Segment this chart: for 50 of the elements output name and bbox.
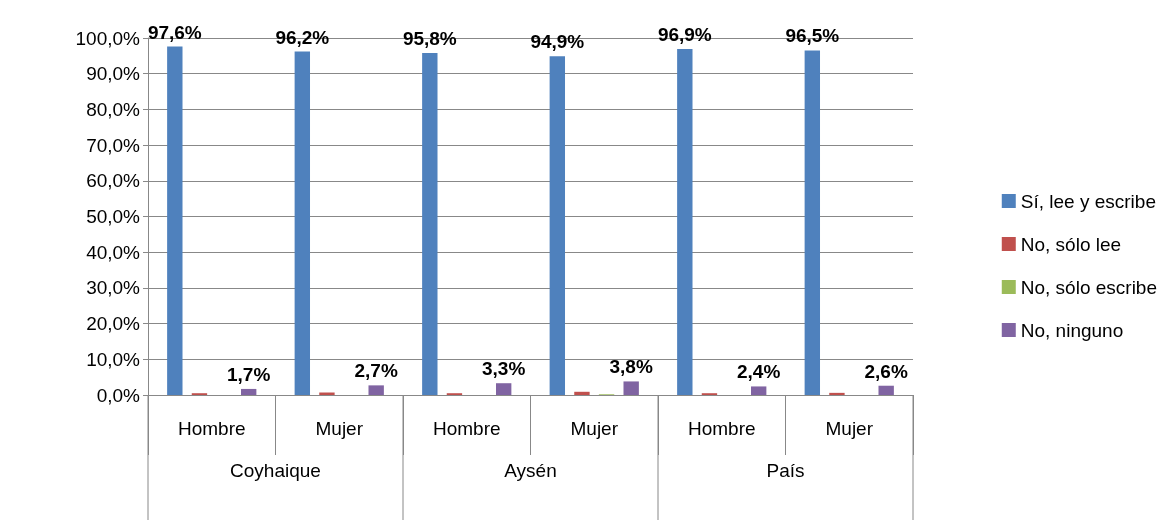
data-label: 1,7% [227,363,271,385]
data-label: 96,9% [657,24,712,46]
legend-label: No, sólo escribe [1020,276,1158,298]
bar [574,391,590,395]
y-tick-label: 60,0% [86,170,141,192]
data-label: 2,4% [737,361,781,383]
text: Aysén [504,459,557,481]
data-label: 3,3% [482,358,526,380]
x-tick-label: Hombre [687,418,756,439]
x-tick-label: Mujer [570,418,619,439]
bar [750,386,767,395]
bar [804,50,821,395]
x-tick-label: Mujer [825,418,874,439]
y-tick-label: 0,0% [96,384,141,406]
data-label: 94,9% [530,31,585,53]
data-label: 96,5% [785,25,840,47]
bar [878,385,894,395]
bar [240,388,257,395]
y-tick-label: 20,0% [86,313,141,335]
data-label: 3,8% [609,356,653,378]
x-tick-label: Hombre [177,418,246,439]
text: Coyhaique [230,459,321,481]
legend-label: No, sólo lee [1020,233,1122,255]
bar [549,56,566,395]
y-tick-label: 10,0% [86,348,141,370]
data-label: 96,2% [275,26,330,48]
bar [368,385,384,395]
data-label: 2,7% [354,360,398,382]
data-label: 2,6% [864,360,908,382]
bar [422,52,438,395]
legend-label: Sí, lee y escribe [1020,190,1156,212]
bar [677,49,693,395]
x-tick-label: Hombre [432,418,501,439]
bar [623,381,639,395]
y-tick-label: 30,0% [86,277,141,299]
bar [495,383,512,395]
y-tick-label: 40,0% [86,241,141,263]
bar [829,392,845,395]
y-tick-label: 50,0% [86,206,141,227]
bar [294,51,311,395]
y-tick-label: 90,0% [86,63,141,85]
data-label: 95,8% [402,27,457,49]
text: País [766,459,805,481]
y-tick-label: 80,0% [86,98,141,120]
y-tick-label: 70,0% [86,134,141,156]
legend-label: No, ninguno [1020,319,1124,341]
y-tick-label: 100,0% [75,27,141,49]
bar [167,46,183,395]
data-label: 97,6% [147,21,202,43]
x-tick-label: Mujer [315,418,364,439]
